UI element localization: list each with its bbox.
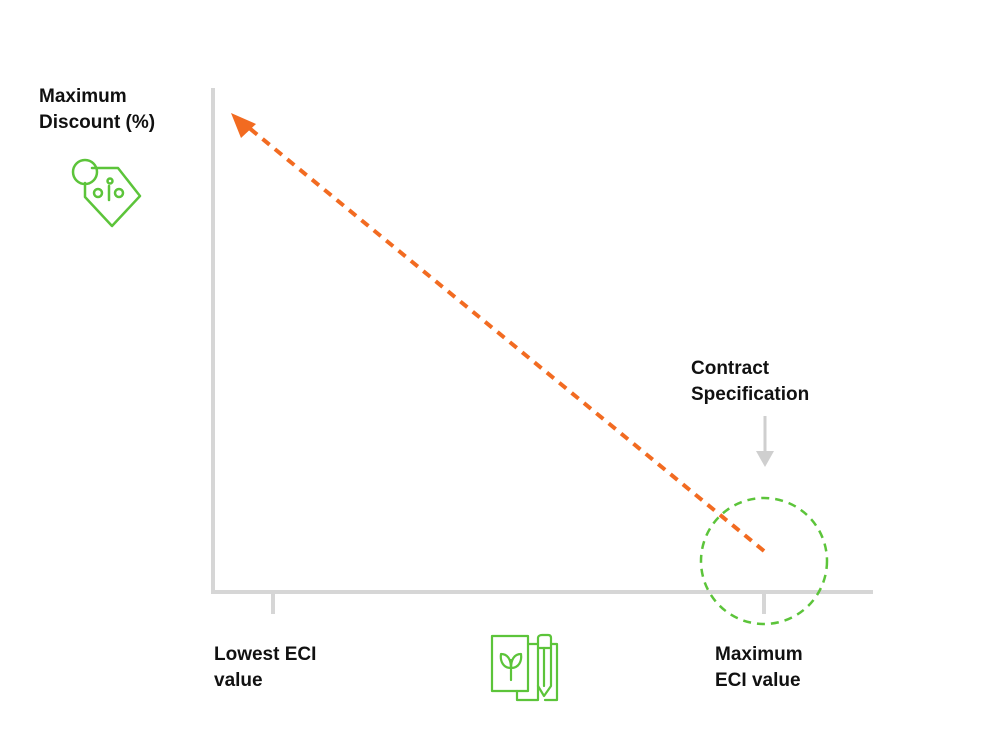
contract-label-line1: Contract	[691, 358, 770, 379]
contract-label-line2: Specification	[691, 384, 810, 405]
document-plant-pencil-icon	[490, 633, 559, 702]
x-max-label-line2: ECI value	[715, 670, 801, 691]
x-maximum-eci-label: Maximum ECI value	[715, 642, 803, 694]
contract-pointer-arrowhead	[756, 451, 774, 467]
y-axis-label-line2: Discount (%)	[39, 112, 156, 133]
x-lowest-eci-label: Lowest ECI value	[214, 642, 316, 694]
discount-trend-arrowhead	[231, 113, 256, 138]
x-low-label-line2: value	[214, 670, 263, 691]
y-axis-label-line1: Maximum	[39, 86, 127, 107]
discount-trend-line	[246, 125, 766, 553]
contract-specification-label: Contract Specification	[691, 356, 809, 408]
x-max-label-line1: Maximum	[715, 644, 803, 665]
contract-spec-circle	[699, 496, 829, 626]
y-axis-label: Maximum Discount (%)	[39, 84, 155, 136]
discount-tag-icon	[71, 158, 142, 228]
x-low-label-line1: Lowest ECI	[214, 644, 317, 665]
